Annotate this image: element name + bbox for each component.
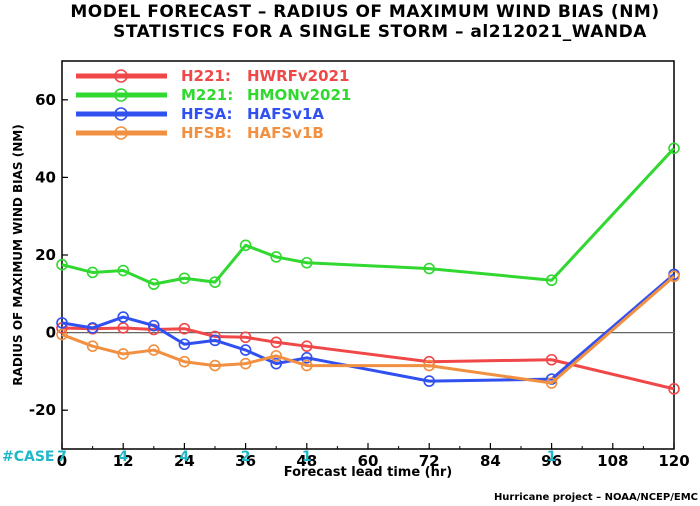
- data-point: [86, 266, 99, 279]
- data-point: [209, 276, 221, 288]
- legend-entry: HFSA: HAFSv1A: [76, 105, 324, 123]
- legend-model: HMONv2021: [247, 86, 351, 104]
- data-point: [668, 142, 680, 155]
- data-point: [270, 336, 283, 349]
- data-point: [56, 317, 68, 329]
- y-axis: -20 0 20 40 60: [29, 91, 68, 419]
- data-point: [300, 359, 313, 372]
- case-count: 2: [241, 449, 251, 465]
- legend-model: HAFSv1B: [247, 124, 324, 142]
- data-point: [178, 338, 191, 351]
- data-point: [300, 340, 313, 352]
- x-axis: 0 12 24 36 48 60 72 84 96 108 120: [57, 443, 690, 470]
- x-tick-label: 60: [358, 452, 379, 470]
- data-point: [56, 258, 68, 271]
- y-tick-label: 40: [35, 168, 56, 186]
- case-count: 1: [547, 449, 557, 465]
- legend-marker: [114, 126, 128, 140]
- legend-entry: HFSB: HAFSv1B: [76, 124, 324, 142]
- data-point: [423, 375, 436, 387]
- legend-model: HWRFv2021: [247, 67, 349, 85]
- y-tick-label: 60: [35, 91, 56, 109]
- data-point: [300, 256, 313, 269]
- data-point: [209, 334, 221, 347]
- chart-title: MODEL FORECAST – RADIUS OF MAXIMUM WIND …: [70, 2, 659, 22]
- y-axis-label: RADIUS OF MAXIMUM WIND BIAS (NM): [11, 124, 25, 385]
- case-count: 4: [118, 449, 128, 465]
- legend: H221: HWRFv2021 M221: HMONv2021 HFSA: HAFSv1A…: [76, 67, 351, 142]
- data-point: [86, 322, 99, 334]
- legend-model: HAFSv1A: [247, 105, 324, 123]
- data-point: [148, 278, 160, 290]
- data-point: [423, 262, 436, 275]
- data-point: [239, 239, 252, 252]
- data-point: [239, 331, 252, 344]
- data-point: [148, 344, 160, 356]
- data-point: [117, 264, 129, 277]
- data-point: [668, 383, 680, 395]
- data-point: [117, 311, 129, 323]
- data-point: [270, 251, 283, 263]
- x-tick-label: 36: [235, 452, 256, 470]
- series-line: [61, 326, 675, 391]
- legend-code: HFSB:: [181, 124, 232, 142]
- data-point: [423, 359, 436, 372]
- data-point: [56, 328, 68, 341]
- series-h221: [56, 322, 680, 395]
- case-count: 4: [180, 449, 190, 465]
- x-tick-label: 24: [174, 452, 195, 470]
- data-point: [117, 348, 129, 360]
- x-tick-label: 48: [296, 452, 317, 470]
- x-tick-label: 0: [57, 452, 67, 470]
- legend-code: M221:: [181, 86, 233, 104]
- case-counts: 7 4 4 2 1 1: [57, 449, 556, 465]
- data-point: [148, 319, 160, 332]
- case-count: 7: [57, 449, 67, 465]
- legend-marker: [114, 69, 128, 83]
- legend-entry: M221: HMONv2021: [76, 86, 351, 104]
- legend-entry: H221: HWRFv2021: [76, 67, 349, 85]
- series-line: [61, 147, 676, 286]
- data-point: [270, 357, 283, 370]
- chart-subtitle: STATISTICS FOR A SINGLE STORM – al212021…: [113, 22, 647, 42]
- case-label: #CASE: [2, 449, 55, 465]
- legend-marker: [114, 107, 128, 121]
- legend-marker: [114, 88, 128, 102]
- data-point: [178, 272, 191, 285]
- y-tick-label: 20: [35, 246, 56, 264]
- legend-code: H221:: [181, 67, 231, 85]
- plot-frame: [61, 60, 675, 450]
- case-count: 1: [302, 449, 312, 465]
- x-tick-label: 108: [597, 452, 628, 470]
- data-point: [668, 270, 680, 283]
- series-group: [56, 142, 680, 395]
- data-point: [178, 355, 191, 368]
- data-point: [300, 352, 313, 364]
- x-tick-label: 72: [419, 452, 440, 470]
- y-tick-label: 0: [46, 324, 56, 342]
- data-point: [178, 322, 191, 335]
- x-tick-label: 12: [113, 452, 134, 470]
- data-point: [239, 344, 252, 356]
- x-tick-label: 96: [541, 452, 562, 470]
- series-m221: [56, 142, 680, 290]
- data-point: [117, 322, 129, 334]
- data-point: [86, 340, 99, 352]
- data-point: [545, 353, 558, 366]
- data-point: [545, 274, 558, 287]
- data-point: [239, 357, 252, 370]
- credit-text: Hurricane project – NOAA/NCEP/EMC: [494, 492, 698, 503]
- series-hfsb: [56, 270, 680, 389]
- data-point: [270, 350, 283, 362]
- x-axis-label: Forecast lead time (hr): [284, 465, 452, 480]
- legend-code: HFSA:: [181, 105, 233, 123]
- y-tick-label: -20: [29, 401, 56, 419]
- x-tick-label: 120: [658, 452, 689, 470]
- data-point: [545, 377, 558, 389]
- x-tick-label: 84: [480, 452, 501, 470]
- data-point: [209, 359, 221, 372]
